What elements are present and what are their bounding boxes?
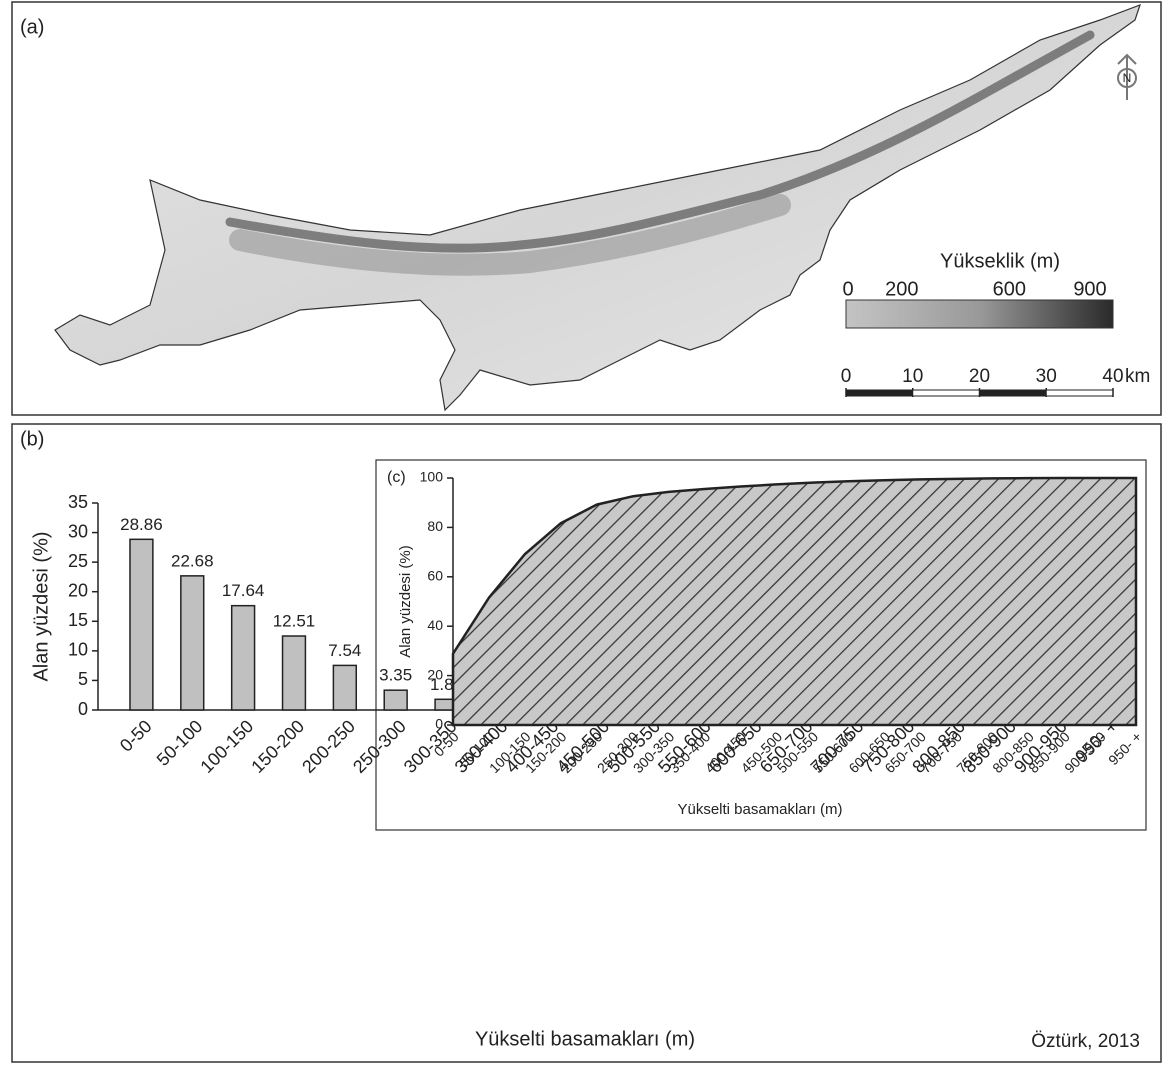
y-tick-label: 10: [68, 640, 88, 660]
scale-tick-label: 40: [1102, 366, 1123, 387]
y-tick-label: 35: [68, 492, 88, 512]
island: [55, 5, 1140, 410]
y-tick-label: 40: [427, 617, 443, 633]
x-tick-label: 100-150: [196, 716, 257, 777]
x-axis-label: Yükselti basamakları (m): [475, 1028, 695, 1050]
x-tick-label: 200-250: [298, 716, 359, 777]
value-label: 28.86: [120, 515, 163, 534]
y-axis-label: Alan yüzdesi (%): [30, 531, 52, 681]
y-tick-label: 25: [68, 551, 88, 571]
legend-tick-label: 200: [885, 278, 918, 300]
panel-label: (c): [387, 469, 406, 486]
bar: [384, 690, 407, 710]
scale-segment: [913, 390, 980, 396]
credit: Öztürk, 2013: [1031, 1031, 1140, 1052]
x-axis-label: Yükselti basamakları (m): [677, 801, 842, 818]
y-tick-label: 15: [68, 610, 88, 630]
scale-tick-label: 0: [841, 366, 852, 387]
north-label: N: [1123, 71, 1132, 85]
bar: [283, 636, 306, 710]
legend-tick-label: 0: [842, 278, 853, 300]
panel-label: (b): [20, 428, 44, 450]
value-label: 7.54: [328, 641, 361, 660]
y-tick-label: 30: [68, 521, 88, 541]
y-axis-label: Alan yüzdesi (%): [397, 545, 414, 658]
scale-segment: [1046, 390, 1113, 396]
elevation-colorbar: [846, 300, 1113, 328]
value-label: 17.64: [222, 581, 265, 600]
legend-title: Yükseklik (m): [940, 250, 1060, 272]
x-tick-label: 150-200: [247, 716, 308, 777]
figure: (a) N Yükseklik (m) km Öztürk, 2013 0200…: [0, 0, 1170, 1066]
y-tick-label: 0: [78, 699, 88, 719]
scale-segment: [980, 390, 1047, 396]
bar: [130, 539, 153, 710]
y-tick-label: 80: [427, 518, 443, 534]
y-tick-label: 0: [435, 716, 443, 732]
bar: [232, 606, 255, 710]
y-tick-label: 100: [420, 469, 444, 485]
x-tick-label: 0-50: [116, 716, 156, 756]
scale-tick-label: 20: [969, 366, 990, 387]
scale-segment: [846, 390, 913, 396]
y-tick-label: 60: [427, 568, 443, 584]
value-label: 22.68: [171, 551, 214, 570]
scale-tick-label: 30: [1036, 366, 1057, 387]
scale-unit: km: [1125, 366, 1150, 387]
y-tick-label: 20: [427, 666, 443, 682]
scale-tick-label: 10: [902, 366, 923, 387]
mountain-ridge: [230, 35, 1090, 248]
value-label: 12.51: [273, 611, 316, 630]
legend-tick-label: 900: [1073, 278, 1106, 300]
y-tick-label: 5: [78, 669, 88, 689]
bar: [181, 576, 204, 710]
panel-label: (a): [20, 16, 44, 38]
value-label: 3.35: [379, 666, 412, 685]
bar: [333, 665, 356, 710]
y-tick-label: 20: [68, 580, 88, 600]
legend-tick-label: 600: [993, 278, 1026, 300]
